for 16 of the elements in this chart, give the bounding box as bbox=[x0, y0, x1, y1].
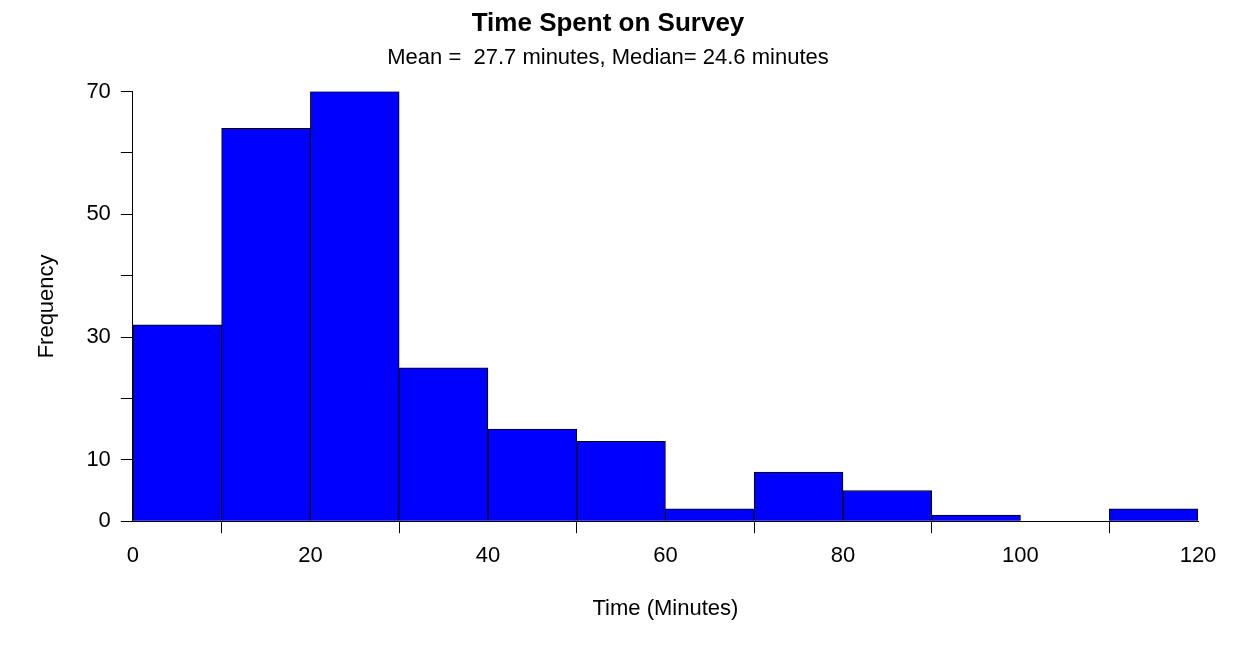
x-tick-label: 120 bbox=[1179, 542, 1217, 568]
y-tick-label: 10 bbox=[86, 445, 111, 471]
y-tick-label: 50 bbox=[86, 200, 111, 226]
x-tick-label: 80 bbox=[830, 542, 856, 568]
x-axis-title: Time (Minutes) bbox=[592, 594, 739, 620]
y-tick-label: 30 bbox=[86, 323, 111, 349]
x-tick-label: 60 bbox=[653, 542, 678, 568]
chart-subtitle: Mean = 27.7 minutes, Median= 24.6 minutes bbox=[387, 44, 829, 70]
x-tick-label: 40 bbox=[475, 542, 501, 568]
x-tick-label: 100 bbox=[1002, 542, 1039, 568]
chart-title: Time Spent on Survey bbox=[471, 6, 745, 37]
y-tick-label: 70 bbox=[86, 77, 111, 103]
y-tick-label: 0 bbox=[98, 507, 111, 533]
y-axis-title: Frequency bbox=[33, 254, 59, 359]
x-tick-label: 20 bbox=[298, 542, 323, 568]
x-tick-label: 0 bbox=[126, 542, 139, 568]
